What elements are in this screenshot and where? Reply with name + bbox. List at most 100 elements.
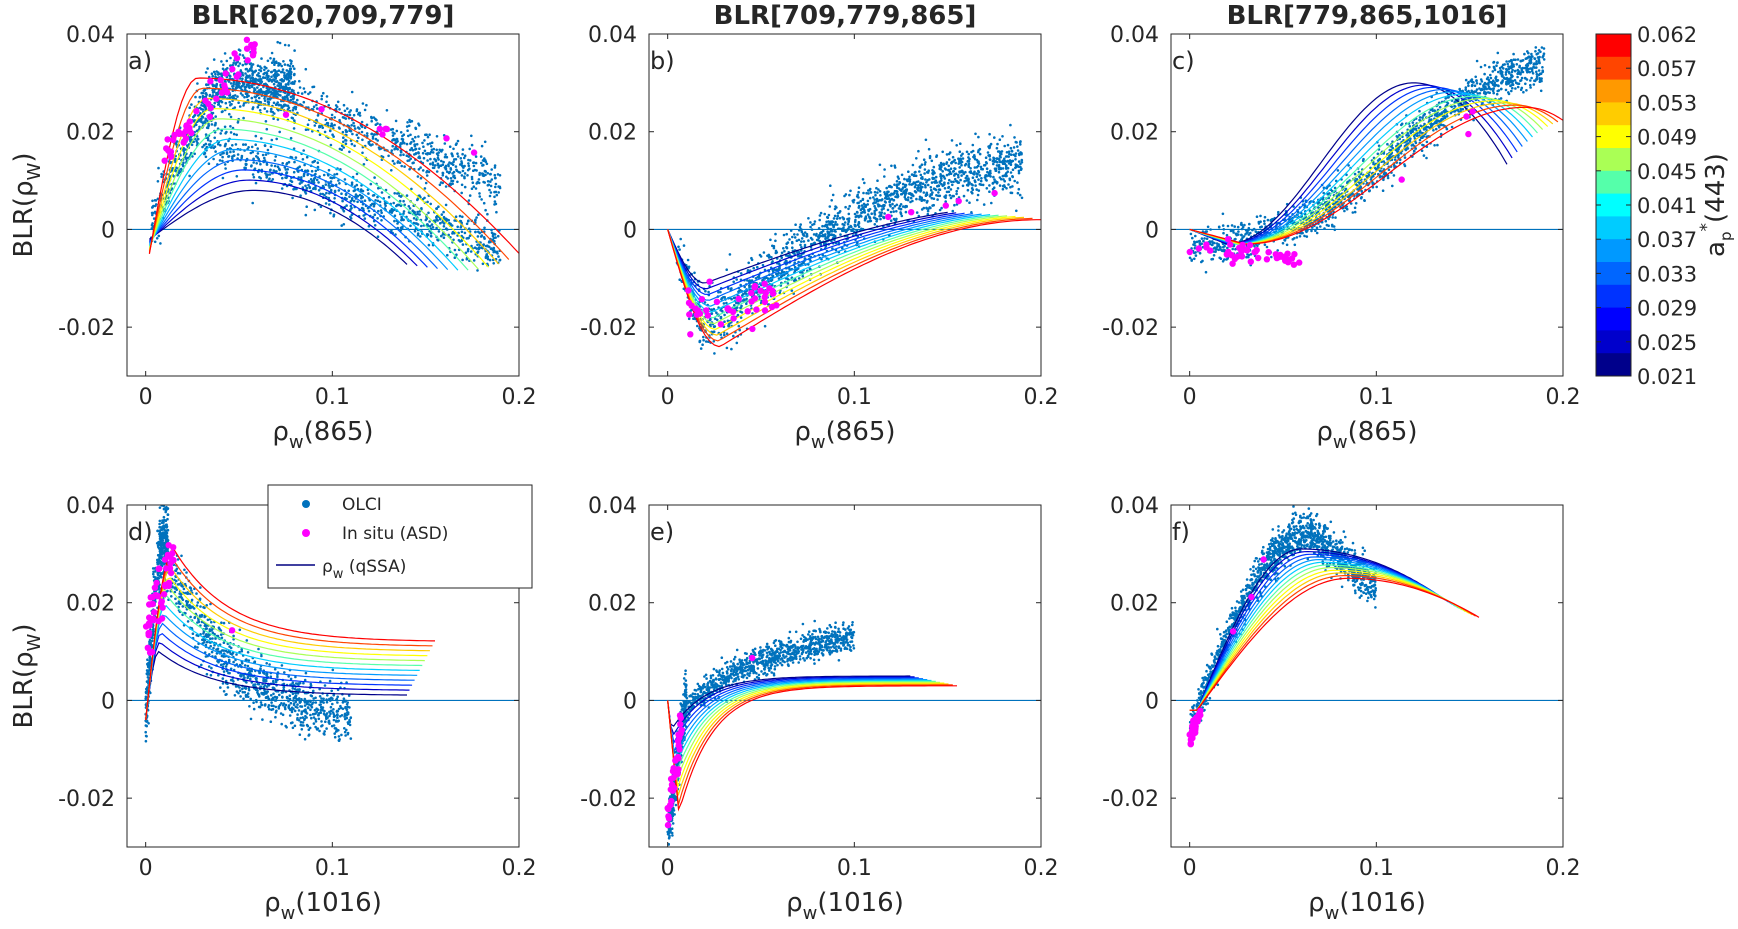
insitu-point [885, 213, 892, 221]
olci-point [802, 240, 806, 243]
olci-point [498, 258, 502, 262]
olci-point [838, 211, 841, 214]
olci-point [394, 233, 397, 236]
olci-point [212, 70, 216, 74]
olci-point [1381, 189, 1385, 192]
insitu-point [223, 89, 231, 96]
olci-point [489, 184, 493, 188]
olci-point [1331, 216, 1334, 219]
olci-point [931, 169, 934, 172]
olci-point [470, 143, 474, 147]
olci-point [920, 196, 923, 199]
olci-point [1458, 87, 1461, 91]
olci-point [426, 233, 430, 236]
olci-point [992, 162, 995, 166]
olci-point [278, 130, 282, 134]
olci-point [243, 95, 246, 99]
olci-point [276, 118, 280, 121]
olci-point [857, 225, 861, 228]
olci-point [270, 61, 274, 64]
olci-point [915, 197, 918, 201]
olci-point [344, 193, 348, 197]
olci-point [212, 58, 216, 61]
olci-point [288, 64, 292, 68]
olci-point [280, 64, 284, 68]
olci-point [441, 148, 444, 152]
olci-point [889, 210, 893, 214]
olci-point [353, 144, 356, 148]
olci-point [1016, 149, 1020, 152]
olci-point [236, 95, 239, 98]
olci-point [1005, 174, 1008, 178]
insitu-point [761, 280, 768, 287]
olci-point [1372, 156, 1376, 160]
olci-point [951, 155, 955, 159]
olci-point [1194, 234, 1197, 238]
olci-point [440, 159, 443, 163]
olci-point [796, 233, 799, 236]
olci-point [151, 213, 154, 217]
olci-point [251, 73, 254, 77]
x-axis-label: ρw(865) [794, 417, 895, 453]
olci-point [1377, 144, 1381, 148]
olci-point [469, 250, 473, 253]
olci-point [201, 145, 204, 149]
olci-point [269, 57, 272, 60]
olci-point [830, 233, 834, 237]
olci-point [983, 176, 987, 179]
olci-point [280, 86, 283, 89]
y-tick-label: -0.02 [58, 316, 115, 341]
olci-point [274, 60, 278, 63]
olci-point [394, 119, 398, 123]
olci-point [815, 232, 818, 236]
olci-point [1229, 229, 1233, 233]
olci-point [150, 227, 154, 230]
olci-point [445, 227, 448, 230]
olci-point [355, 109, 359, 113]
olci-point [394, 145, 398, 149]
olci-point [901, 186, 905, 189]
olci-point [436, 162, 440, 166]
olci-point [270, 70, 274, 74]
olci-point [236, 82, 240, 86]
olci-point [817, 227, 821, 230]
olci-point [743, 285, 746, 289]
olci-point [1410, 144, 1414, 147]
olci-point [250, 145, 254, 149]
olci-point [1007, 155, 1010, 158]
olci-point [250, 165, 253, 168]
olci-point [218, 159, 222, 162]
olci-point [494, 202, 498, 206]
olci-point [997, 163, 1001, 167]
insitu-point [749, 325, 756, 333]
olci-point [807, 217, 810, 220]
olci-point [270, 138, 274, 142]
olci-point [866, 203, 869, 206]
olci-point [444, 203, 448, 207]
olci-point [1363, 199, 1366, 202]
olci-point [889, 194, 892, 197]
olci-point [444, 153, 447, 156]
olci-point [1193, 246, 1197, 250]
olci-point [375, 118, 378, 122]
olci-point [419, 166, 422, 169]
olci-point [286, 168, 290, 171]
insitu-point [165, 147, 173, 155]
olci-point [268, 177, 271, 180]
olci-point [493, 239, 496, 243]
insitu-point [233, 73, 240, 80]
olci-point [461, 152, 464, 156]
olci-point [1353, 210, 1357, 214]
olci-point [917, 184, 920, 187]
olci-point [472, 185, 476, 188]
olci-point [971, 183, 974, 187]
olci-point [896, 195, 899, 199]
olci-point [771, 244, 774, 248]
olci-point [1450, 125, 1454, 129]
olci-point [192, 140, 195, 144]
olci-point [904, 188, 908, 192]
olci-point [391, 131, 395, 134]
olci-point [293, 49, 296, 52]
olci-point [329, 211, 332, 215]
olci-point [484, 256, 488, 260]
